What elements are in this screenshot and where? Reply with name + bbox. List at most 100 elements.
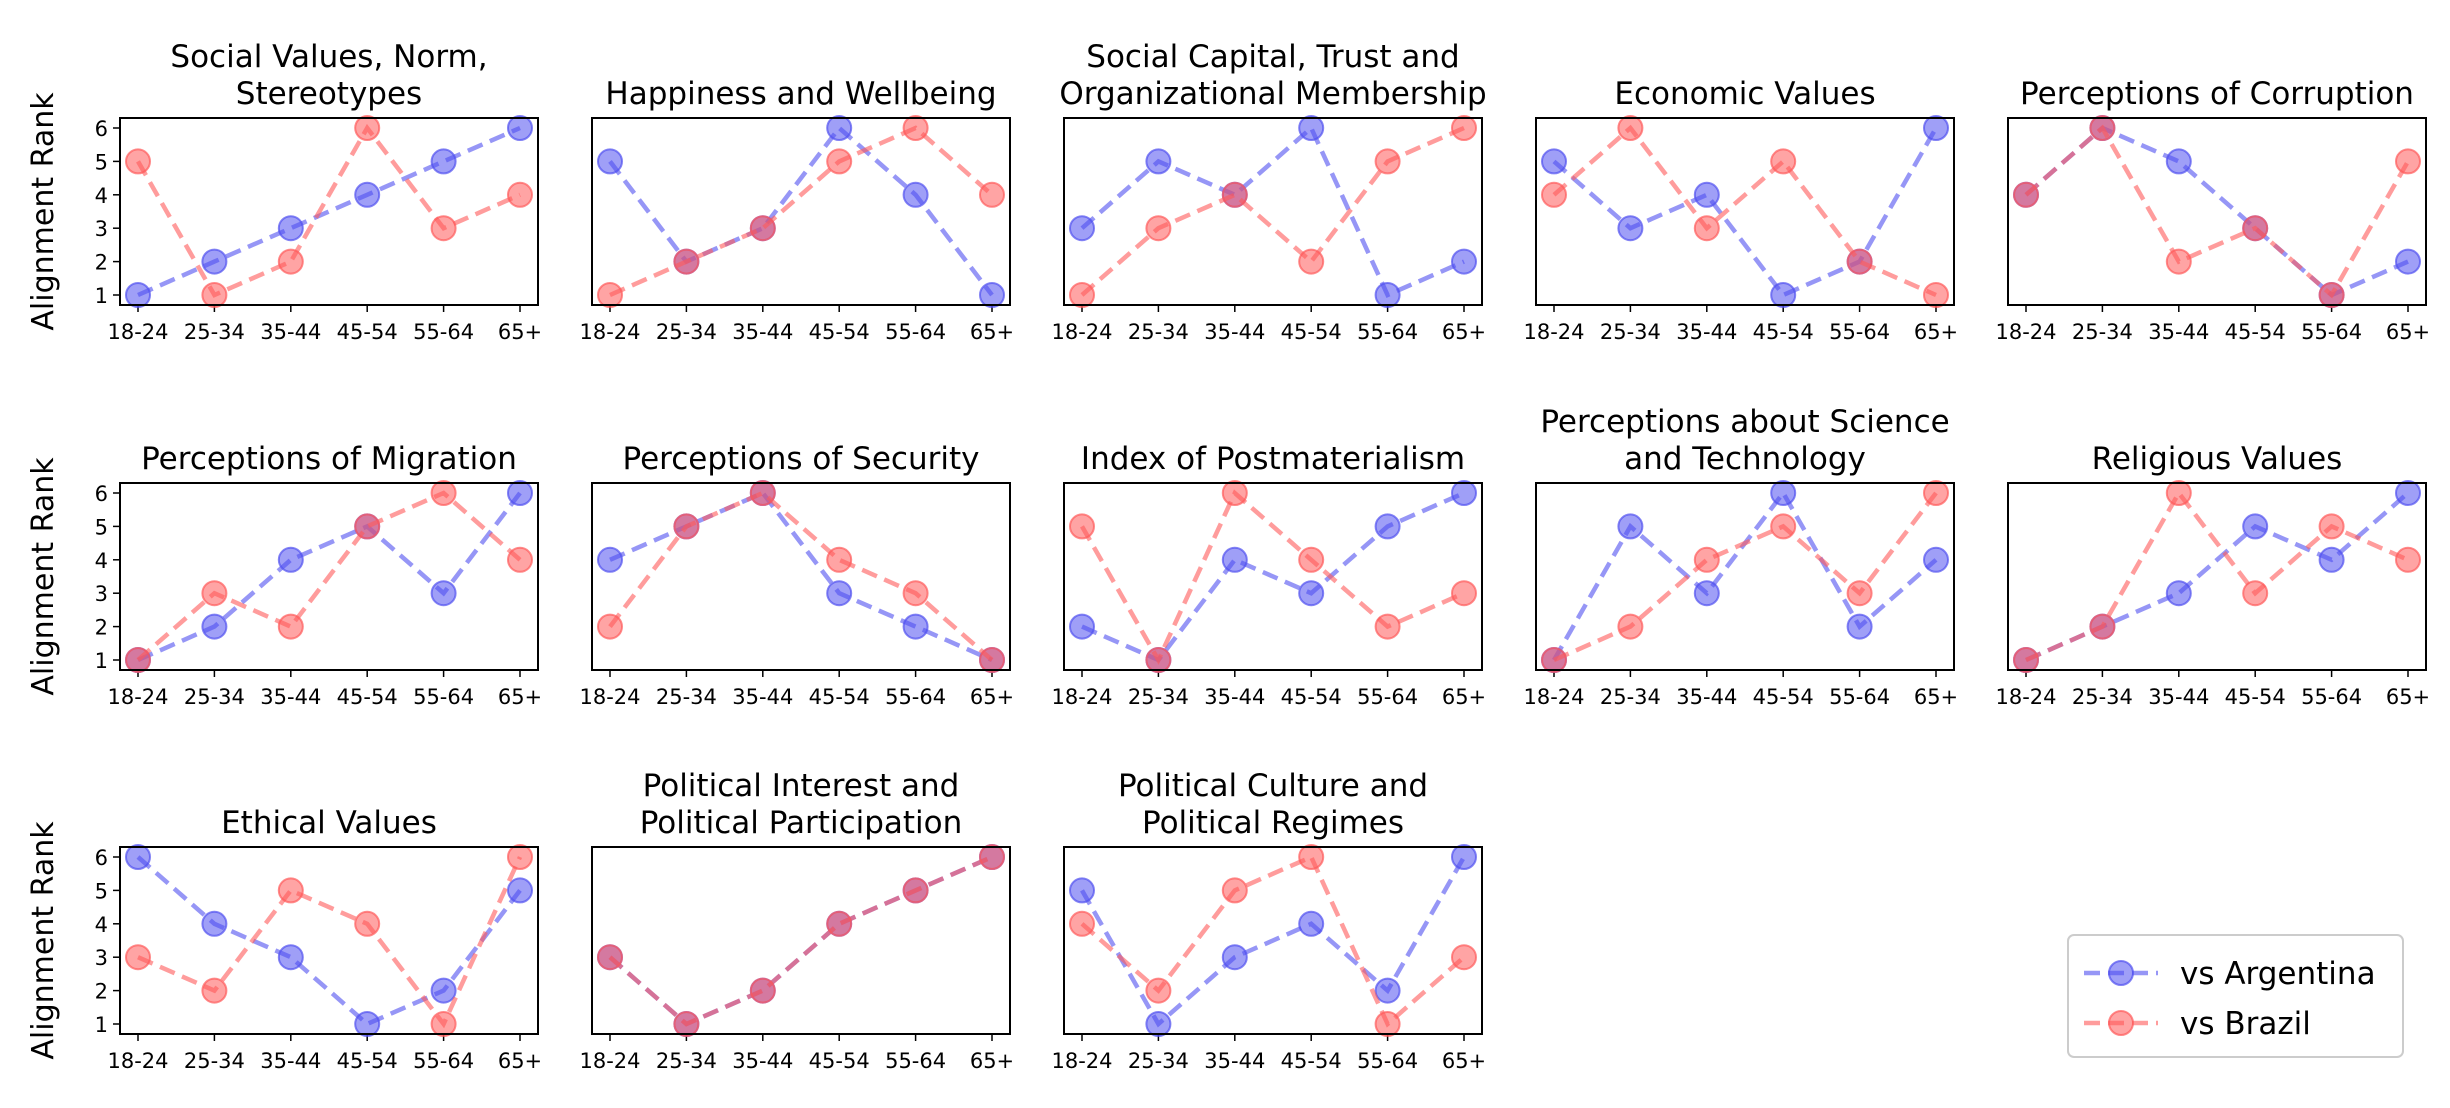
series-line-brazil bbox=[1080, 125, 1465, 297]
subplot-1: Social Values, Norm, Stereotypes 18-24 25-3… bbox=[26, 39, 542, 344]
plot-frame bbox=[2007, 482, 2427, 671]
x-tick-label: 45-54 bbox=[2225, 685, 2286, 709]
x-tick-label: 55-64 bbox=[885, 320, 946, 344]
data-point bbox=[1374, 1011, 1401, 1037]
x-tick-label: 18-24 bbox=[579, 685, 640, 709]
data-point bbox=[1541, 647, 1567, 673]
data-point bbox=[201, 977, 228, 1004]
data-point bbox=[2318, 546, 2345, 573]
data-point bbox=[979, 844, 1005, 870]
data-point bbox=[277, 215, 304, 242]
data-point bbox=[125, 844, 151, 870]
data-point bbox=[430, 977, 457, 1004]
subplot-title-line: Perceptions about Science bbox=[1540, 404, 1949, 440]
data-point bbox=[826, 580, 853, 607]
data-point bbox=[2089, 613, 2116, 640]
x-tick-label: 18-24 bbox=[1051, 1049, 1112, 1073]
x-tick-label: 45-54 bbox=[809, 320, 870, 344]
data-point bbox=[1451, 844, 1477, 870]
data-point bbox=[1617, 215, 1644, 242]
data-point bbox=[1298, 844, 1325, 870]
data-point bbox=[1693, 215, 1720, 242]
x-tick-label: 18-24 bbox=[107, 320, 168, 344]
data-point bbox=[507, 115, 533, 141]
series-line-argentina bbox=[2025, 491, 2410, 663]
data-point bbox=[507, 844, 533, 870]
series-line-brazil bbox=[608, 490, 994, 662]
data-point bbox=[201, 910, 228, 937]
data-point bbox=[749, 977, 776, 1004]
x-tick-label: 25-34 bbox=[184, 685, 245, 709]
series-line-brazil bbox=[2025, 488, 2409, 663]
data-point bbox=[125, 282, 151, 308]
x-tick-label: 25-34 bbox=[656, 685, 717, 709]
data-point bbox=[902, 613, 929, 640]
y-tick-label: 3 bbox=[95, 946, 108, 970]
y-tick-label: 2 bbox=[95, 980, 108, 1004]
y-tick-label: 4 bbox=[95, 184, 108, 208]
subplot-title: Perceptions of Migration bbox=[141, 441, 517, 477]
data-point bbox=[2318, 513, 2345, 540]
data-point bbox=[2318, 282, 2345, 308]
x-tick-label: 35-44 bbox=[260, 685, 321, 709]
data-point bbox=[1069, 877, 1095, 904]
data-point bbox=[277, 546, 304, 573]
data-point bbox=[673, 248, 700, 275]
data-point bbox=[1145, 1011, 1172, 1037]
data-point bbox=[1846, 613, 1873, 640]
x-tick-label: 55-64 bbox=[1829, 320, 1890, 344]
data-point bbox=[1451, 944, 1477, 971]
x-tick-label: 55-64 bbox=[1829, 685, 1890, 709]
y-tick-label: 4 bbox=[95, 913, 108, 937]
x-tick-label: 65+ bbox=[1442, 1049, 1486, 1073]
data-point bbox=[1374, 513, 1401, 540]
x-tick-label: 35-44 bbox=[732, 320, 793, 344]
plot-frame bbox=[591, 846, 1011, 1035]
series-line-brazil bbox=[1080, 854, 1466, 1028]
data-point bbox=[826, 910, 853, 937]
data-point bbox=[354, 181, 381, 208]
x-tick-label: 35-44 bbox=[1676, 685, 1737, 709]
x-tick-label: 35-44 bbox=[1204, 320, 1265, 344]
data-point bbox=[1541, 181, 1567, 208]
data-point bbox=[826, 115, 853, 141]
subplot-title: Perceptions of Corruption bbox=[2020, 76, 2414, 112]
x-tick-label: 55-64 bbox=[1357, 1049, 1418, 1073]
subplot-7: Perceptions of Security 18-24 25-34 35-44 45… bbox=[579, 441, 1014, 709]
data-point bbox=[1923, 115, 1949, 141]
x-tick-label: 25-34 bbox=[184, 320, 245, 344]
data-point bbox=[277, 613, 304, 640]
data-point bbox=[507, 546, 533, 573]
data-point bbox=[2242, 513, 2269, 540]
x-tick-label: 65+ bbox=[498, 685, 542, 709]
data-point bbox=[1069, 910, 1095, 937]
subplot-title-line: Political Regimes bbox=[1142, 805, 1404, 841]
data-point bbox=[2013, 181, 2039, 208]
plot-frame bbox=[119, 482, 539, 671]
series-line-brazil bbox=[1080, 489, 1465, 665]
y-tick-label: 4 bbox=[95, 549, 108, 573]
data-point bbox=[1298, 580, 1325, 607]
data-point bbox=[2165, 148, 2192, 175]
data-point bbox=[1374, 613, 1401, 640]
data-point bbox=[979, 181, 1005, 208]
y-tick-label: 3 bbox=[95, 582, 108, 606]
data-point bbox=[430, 1011, 457, 1037]
x-tick-label: 25-34 bbox=[1128, 1049, 1189, 1073]
plot-frame bbox=[1063, 482, 1483, 671]
subplot-title-line: Social Capital, Trust and bbox=[1086, 39, 1459, 75]
series-line-argentina bbox=[137, 491, 522, 663]
data-point bbox=[1069, 215, 1095, 242]
series-line-brazil bbox=[1552, 124, 1937, 298]
x-tick-label: 18-24 bbox=[579, 1049, 640, 1073]
x-tick-label: 65+ bbox=[498, 320, 542, 344]
plot-frame bbox=[119, 846, 539, 1035]
data-point bbox=[507, 480, 533, 506]
series-line-argentina bbox=[609, 490, 993, 663]
x-tick-label: 25-34 bbox=[1128, 320, 1189, 344]
data-point bbox=[430, 480, 457, 506]
data-point bbox=[354, 513, 381, 540]
x-tick-label: 25-34 bbox=[2072, 685, 2133, 709]
series-line-brazil bbox=[137, 856, 523, 1029]
